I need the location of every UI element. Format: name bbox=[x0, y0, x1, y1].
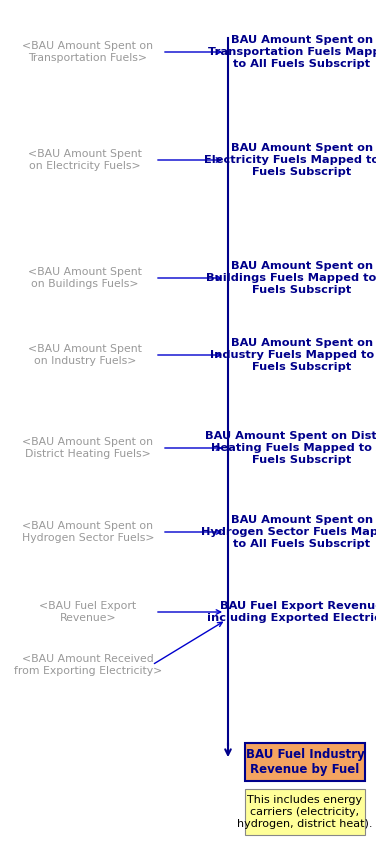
Text: <BAU Amount Spent
on Buildings Fuels>: <BAU Amount Spent on Buildings Fuels> bbox=[28, 267, 142, 289]
Text: BAU Fuel Export Revenue
including Exported Electricity: BAU Fuel Export Revenue including Export… bbox=[207, 601, 376, 623]
Text: BAU Amount Spent on
Electricity Fuels Mapped to All
Fuels Subscript: BAU Amount Spent on Electricity Fuels Ma… bbox=[204, 143, 376, 177]
Text: BAU Amount Spent on
Buildings Fuels Mapped to All
Fuels Subscript: BAU Amount Spent on Buildings Fuels Mapp… bbox=[206, 261, 376, 295]
Text: <BAU Amount Spent
on Electricity Fuels>: <BAU Amount Spent on Electricity Fuels> bbox=[28, 149, 142, 171]
FancyBboxPatch shape bbox=[245, 743, 365, 781]
Text: <BAU Amount Spent on
Transportation Fuels>: <BAU Amount Spent on Transportation Fuel… bbox=[23, 42, 153, 63]
Text: <BAU Amount Spent on
District Heating Fuels>: <BAU Amount Spent on District Heating Fu… bbox=[23, 437, 153, 458]
Text: BAU Amount Spent on District
Heating Fuels Mapped to All
Fuels Subscript: BAU Amount Spent on District Heating Fue… bbox=[205, 431, 376, 464]
FancyBboxPatch shape bbox=[245, 789, 365, 835]
Text: <BAU Amount Spent
on Industry Fuels>: <BAU Amount Spent on Industry Fuels> bbox=[28, 344, 142, 366]
Text: BAU Amount Spent on
Transportation Fuels Mapped
to All Fuels Subscript: BAU Amount Spent on Transportation Fuels… bbox=[208, 36, 376, 69]
Text: BAU Amount Spent on
Hydrogen Sector Fuels Mapped
to All Fuels Subscript: BAU Amount Spent on Hydrogen Sector Fuel… bbox=[202, 515, 376, 548]
Text: BAU Fuel Industry
Revenue by Fuel: BAU Fuel Industry Revenue by Fuel bbox=[246, 748, 364, 776]
Text: <BAU Amount Spent on
Hydrogen Sector Fuels>: <BAU Amount Spent on Hydrogen Sector Fue… bbox=[22, 521, 154, 543]
Text: BAU Amount Spent on
Industry Fuels Mapped to All
Fuels Subscript: BAU Amount Spent on Industry Fuels Mappe… bbox=[209, 339, 376, 372]
Text: This includes energy
carriers (electricity,
hydrogen, district heat).: This includes energy carriers (electrici… bbox=[237, 796, 373, 829]
Text: <BAU Fuel Export
Revenue>: <BAU Fuel Export Revenue> bbox=[39, 601, 136, 623]
Text: <BAU Amount Received
from Exporting Electricity>: <BAU Amount Received from Exporting Elec… bbox=[14, 655, 162, 676]
